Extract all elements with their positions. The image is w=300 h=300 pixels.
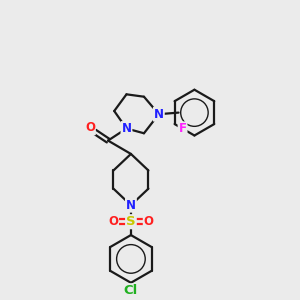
Text: N: N — [154, 108, 164, 121]
Text: N: N — [122, 122, 131, 135]
Text: Cl: Cl — [124, 284, 138, 297]
Text: N: N — [126, 199, 136, 212]
Text: O: O — [144, 215, 154, 228]
Text: F: F — [178, 122, 187, 135]
Text: O: O — [108, 215, 118, 228]
Text: S: S — [126, 215, 136, 228]
Text: O: O — [85, 122, 95, 134]
